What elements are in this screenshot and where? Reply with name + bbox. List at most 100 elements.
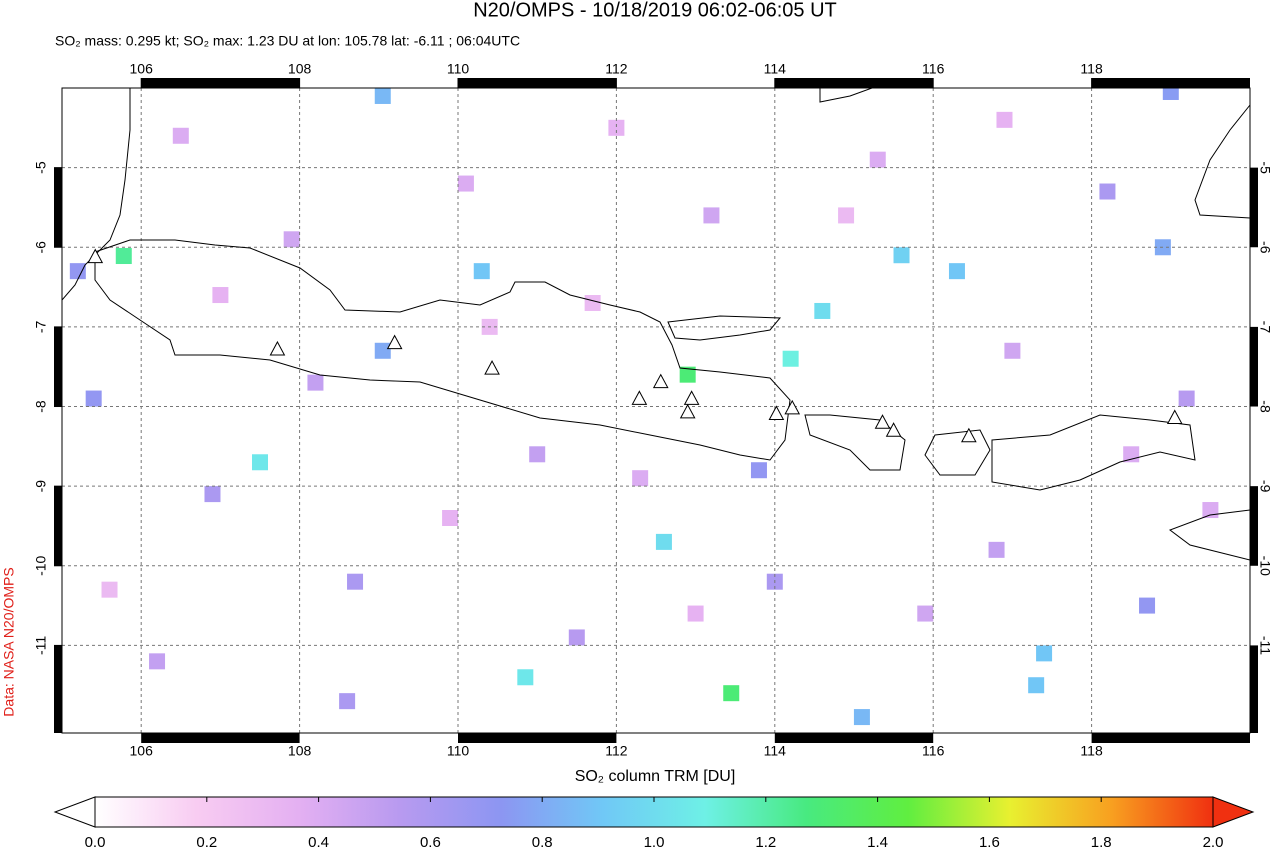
so2-pixel [339,693,356,710]
so2-pixel [838,207,855,224]
so2-pixel [473,263,490,280]
so2-pixel [442,510,459,526]
y-tick-label-left: -9 [33,480,49,493]
volcano [631,390,648,405]
colorbar-tick-label: 1.4 [867,834,888,851]
y-tick-label-left: -11 [33,636,49,655]
so2-pixel [988,541,1005,558]
frame-bar [1091,733,1250,743]
volcano [386,334,403,350]
so2-pixel [608,119,625,136]
so2-pixel [374,88,391,104]
so2-pixel [1099,183,1116,200]
x-tick-label-top: 114 [764,61,787,77]
colorbar-tick-label: 0.4 [308,834,329,851]
colorbar-tick-label: 1.0 [644,834,665,851]
axes-layer: 106 106 108 108 110 110 112 112 114 114 116 116 118 1… [33,61,1272,759]
y-tick-label-right: -6 [1257,241,1272,254]
coastlines [62,88,1250,561]
so2-pixel [723,685,740,702]
so2-pixel [948,263,965,280]
so2-pixel [1178,390,1195,407]
coast-sulawesi [1194,104,1250,219]
volcano [1166,409,1183,424]
frame-bar [1250,326,1258,407]
volcano [269,340,286,356]
so2-pixel [1123,446,1140,463]
frame-bar [1091,78,1250,88]
so2-pixel [149,653,166,670]
x-tick-label-top: 106 [130,61,154,77]
coast-sumbawa [991,414,1196,491]
so2-pixel [101,581,118,598]
colorbar-label: SO₂ column TRM [DU] [575,768,736,785]
coast-java [94,239,791,461]
title: N20/OMPS - 10/18/2019 06:02-06:05 UT [473,0,837,21]
frame-bar [54,486,62,566]
so2-pixel [1036,645,1053,662]
so2-pixel [679,366,696,383]
so2-pixel [814,302,831,319]
coast-lombok [924,429,991,476]
so2-pixel [69,263,86,280]
so2-pixel [996,111,1013,128]
so2-pixel [1004,342,1021,359]
subtitle: SO₂ mass: 0.295 kt; SO₂ max: 1.23 DU at … [55,33,520,49]
x-tick-label-top: 108 [288,61,312,77]
volcano [484,360,500,375]
so2-pixel [283,231,300,248]
coast-sumatra [62,88,131,301]
y-tick-label-right: -9 [1257,480,1272,493]
frame-bar [458,733,617,743]
frame-bar [1250,167,1258,248]
frame-bar [141,78,300,88]
source-note: Data: NASA N20/OMPS [1,567,17,716]
frame-bar [774,733,934,743]
coast-kalimantan [819,88,873,103]
colorbar-tick-label: 0.6 [420,834,441,851]
frame-bar [774,78,934,88]
volcano [961,427,977,443]
x-tick-label-bottom: 116 [922,743,945,759]
so2-pixel [893,247,910,264]
frame-bar [54,326,62,407]
so2-pixel [347,573,364,590]
so2-pixel [568,629,585,646]
so2-pixel [307,374,324,391]
so2-pixel [1028,677,1045,694]
colorbar: 0.0 0.2 0.4 0.6 0.8 1.0 1.2 1.4 1.6 1.8 2.0 [53,796,1255,851]
volcano [784,399,801,415]
grid-layer [62,88,1250,733]
so2-pixel [172,127,189,144]
so2-pixel [853,709,870,726]
x-tick-label-top: 118 [1080,61,1103,77]
volcano [683,390,700,405]
y-tick-label-right: -8 [1257,400,1272,413]
x-tick-label-top: 112 [605,61,628,77]
colorbar-tick-label: 0.2 [196,834,217,851]
so2-pixel [1139,597,1156,614]
volcano [652,373,669,389]
x-tick-label-bottom: 110 [447,743,470,759]
y-tick-label-left: -10 [33,555,49,575]
so2-pixel [632,470,649,487]
volcano [768,405,785,420]
y-tick-label-right: -5 [1257,161,1272,174]
colorbar-tick-label: 1.8 [1091,834,1112,851]
volcano [885,422,902,437]
so2-pixel [457,175,474,192]
so2-pixel [703,207,720,224]
so2-pixel [917,605,934,622]
so2-pixel [687,605,704,622]
y-tick-label-right: -11 [1257,636,1272,655]
map-area [62,88,1250,733]
so2-pixel [517,669,534,686]
so2-pixel [1202,502,1219,519]
so2-pixel [85,390,102,407]
y-tick-label-right: -7 [1257,321,1272,334]
frame-bar [458,78,617,88]
so2-pixel [782,350,799,367]
x-tick-label-bottom: 108 [288,743,312,759]
so2-pixel [115,248,132,265]
